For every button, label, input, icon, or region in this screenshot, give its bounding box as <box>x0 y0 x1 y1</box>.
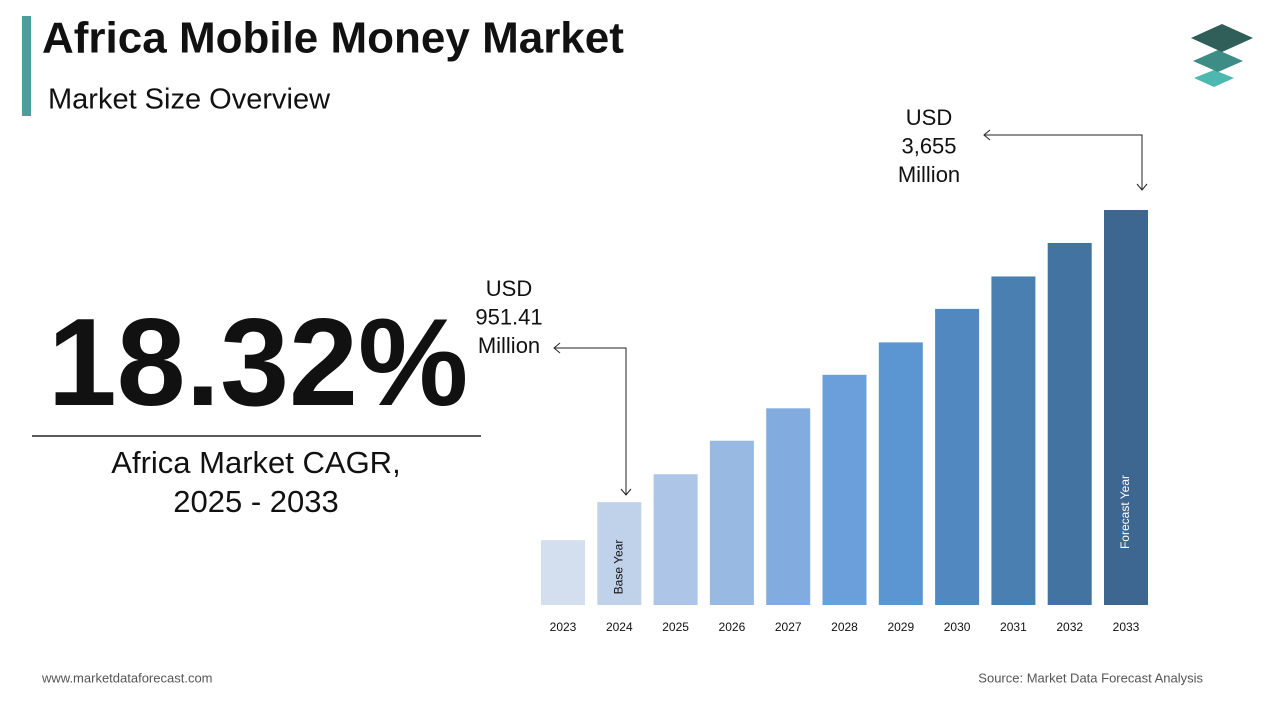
bar <box>597 502 642 605</box>
annotation-arrows <box>553 129 1148 496</box>
x-tick-label: 2031 <box>1000 620 1027 634</box>
bar <box>709 440 754 605</box>
x-tick-label: 2026 <box>719 620 746 634</box>
source: Source: Market Data Forecast Analysis <box>978 670 1203 685</box>
subtitle: Market Size Overview <box>48 84 331 116</box>
bar <box>991 276 1036 605</box>
cagr-value: 18.32% <box>48 294 469 432</box>
x-tick-label: 2028 <box>831 620 858 634</box>
title-accent <box>22 16 31 116</box>
title: Africa Mobile Money Market <box>42 14 624 63</box>
x-tick-label: 2024 <box>606 620 633 634</box>
x-tick-label: 2025 <box>662 620 689 634</box>
x-tick-label: 2030 <box>944 620 971 634</box>
bar <box>766 408 811 605</box>
bar <box>878 342 923 605</box>
website: www.marketdataforecast.com <box>41 670 213 685</box>
cagr-label: Africa Market CAGR, <box>111 445 400 480</box>
bar-note: Forecast Year <box>1118 475 1132 549</box>
logo <box>1191 24 1253 87</box>
x-tick-label: 2033 <box>1113 620 1140 634</box>
bar <box>1104 210 1148 605</box>
bar <box>935 308 980 605</box>
x-tick-label: 2027 <box>775 620 802 634</box>
cagr-label: 2025 - 2033 <box>173 484 338 519</box>
value-label: USD 3,655 Million <box>898 105 960 187</box>
x-tick-label: 2029 <box>887 620 914 634</box>
value-label: USD 951.41 Million <box>475 276 542 358</box>
x-tick-label: 2023 <box>550 620 577 634</box>
x-tick-label: 2032 <box>1056 620 1083 634</box>
bar <box>653 474 698 605</box>
bar <box>541 540 585 605</box>
bar <box>822 374 867 605</box>
bar-note: Base Year <box>611 540 625 595</box>
bar <box>1047 242 1092 605</box>
